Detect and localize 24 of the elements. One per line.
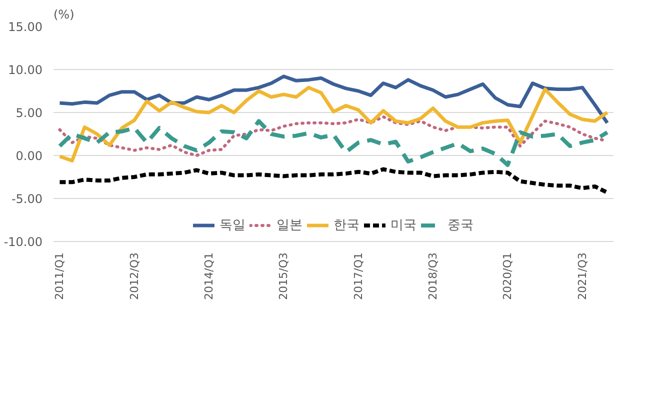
y-tick-label: 10.00 xyxy=(8,63,43,77)
legend-label: 미국 xyxy=(390,217,416,234)
y-tick-label: -10.00 xyxy=(4,235,43,249)
legend-label: 독일 xyxy=(220,217,246,234)
x-tick-label: 2017/Q1 xyxy=(352,252,365,300)
line-series xyxy=(58,119,610,167)
y-tick-label: 5.00 xyxy=(16,106,42,120)
x-tick-label: 2020/Q1 xyxy=(501,252,514,300)
x-tick-label: 2011/Q1 xyxy=(53,252,66,300)
x-tick-label: 2018/Q3 xyxy=(426,252,440,300)
x-tick-label: 2012/Q3 xyxy=(128,252,141,300)
legend-label: 한국 xyxy=(334,217,360,234)
x-tick-label: 2021/Q3 xyxy=(576,252,589,300)
line-series xyxy=(58,86,610,162)
x-tick-label: 2015/Q3 xyxy=(277,252,290,300)
y-tick-label: 0.00 xyxy=(16,149,42,163)
line-series xyxy=(58,167,610,194)
x-tick-label: 2014/Q1 xyxy=(202,252,216,300)
line-series xyxy=(58,74,610,125)
y-tick-label: -5.00 xyxy=(11,192,43,206)
y-axis-title: (%) xyxy=(54,8,74,22)
legend-label: 일본 xyxy=(276,217,302,234)
y-tick-label: 15.00 xyxy=(8,20,43,34)
legend-label: 중국 xyxy=(448,217,474,234)
